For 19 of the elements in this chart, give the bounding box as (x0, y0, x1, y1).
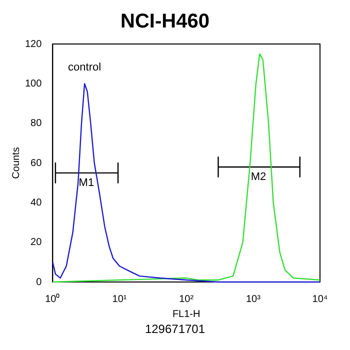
y-axis-title: Counts (10, 147, 22, 179)
y-tick-label: 40 (30, 197, 42, 208)
y-tick-label: 100 (24, 78, 42, 90)
x-tick-label: 10⁴ (312, 294, 328, 305)
x-tick-label: 10² (179, 294, 194, 305)
x-axis-title: FL1-H (172, 308, 200, 320)
chart-title: NCI-H460 (120, 10, 210, 33)
series-label: control (68, 62, 102, 74)
y-tick-label: 0 (36, 276, 42, 288)
y-tick-label: 60 (30, 158, 42, 169)
x-tick-label: 10¹ (112, 294, 128, 305)
x-tick-label: 10³ (246, 294, 262, 305)
y-tick-label: 120 (24, 38, 42, 50)
y-tick-label: 20 (30, 237, 42, 248)
y-tick-label: 80 (30, 118, 42, 130)
annotation: M1 (78, 176, 94, 189)
annotation: M2 (250, 171, 266, 183)
text: 129671701 (144, 322, 206, 336)
x-tick-label: 10⁰ (45, 292, 60, 305)
